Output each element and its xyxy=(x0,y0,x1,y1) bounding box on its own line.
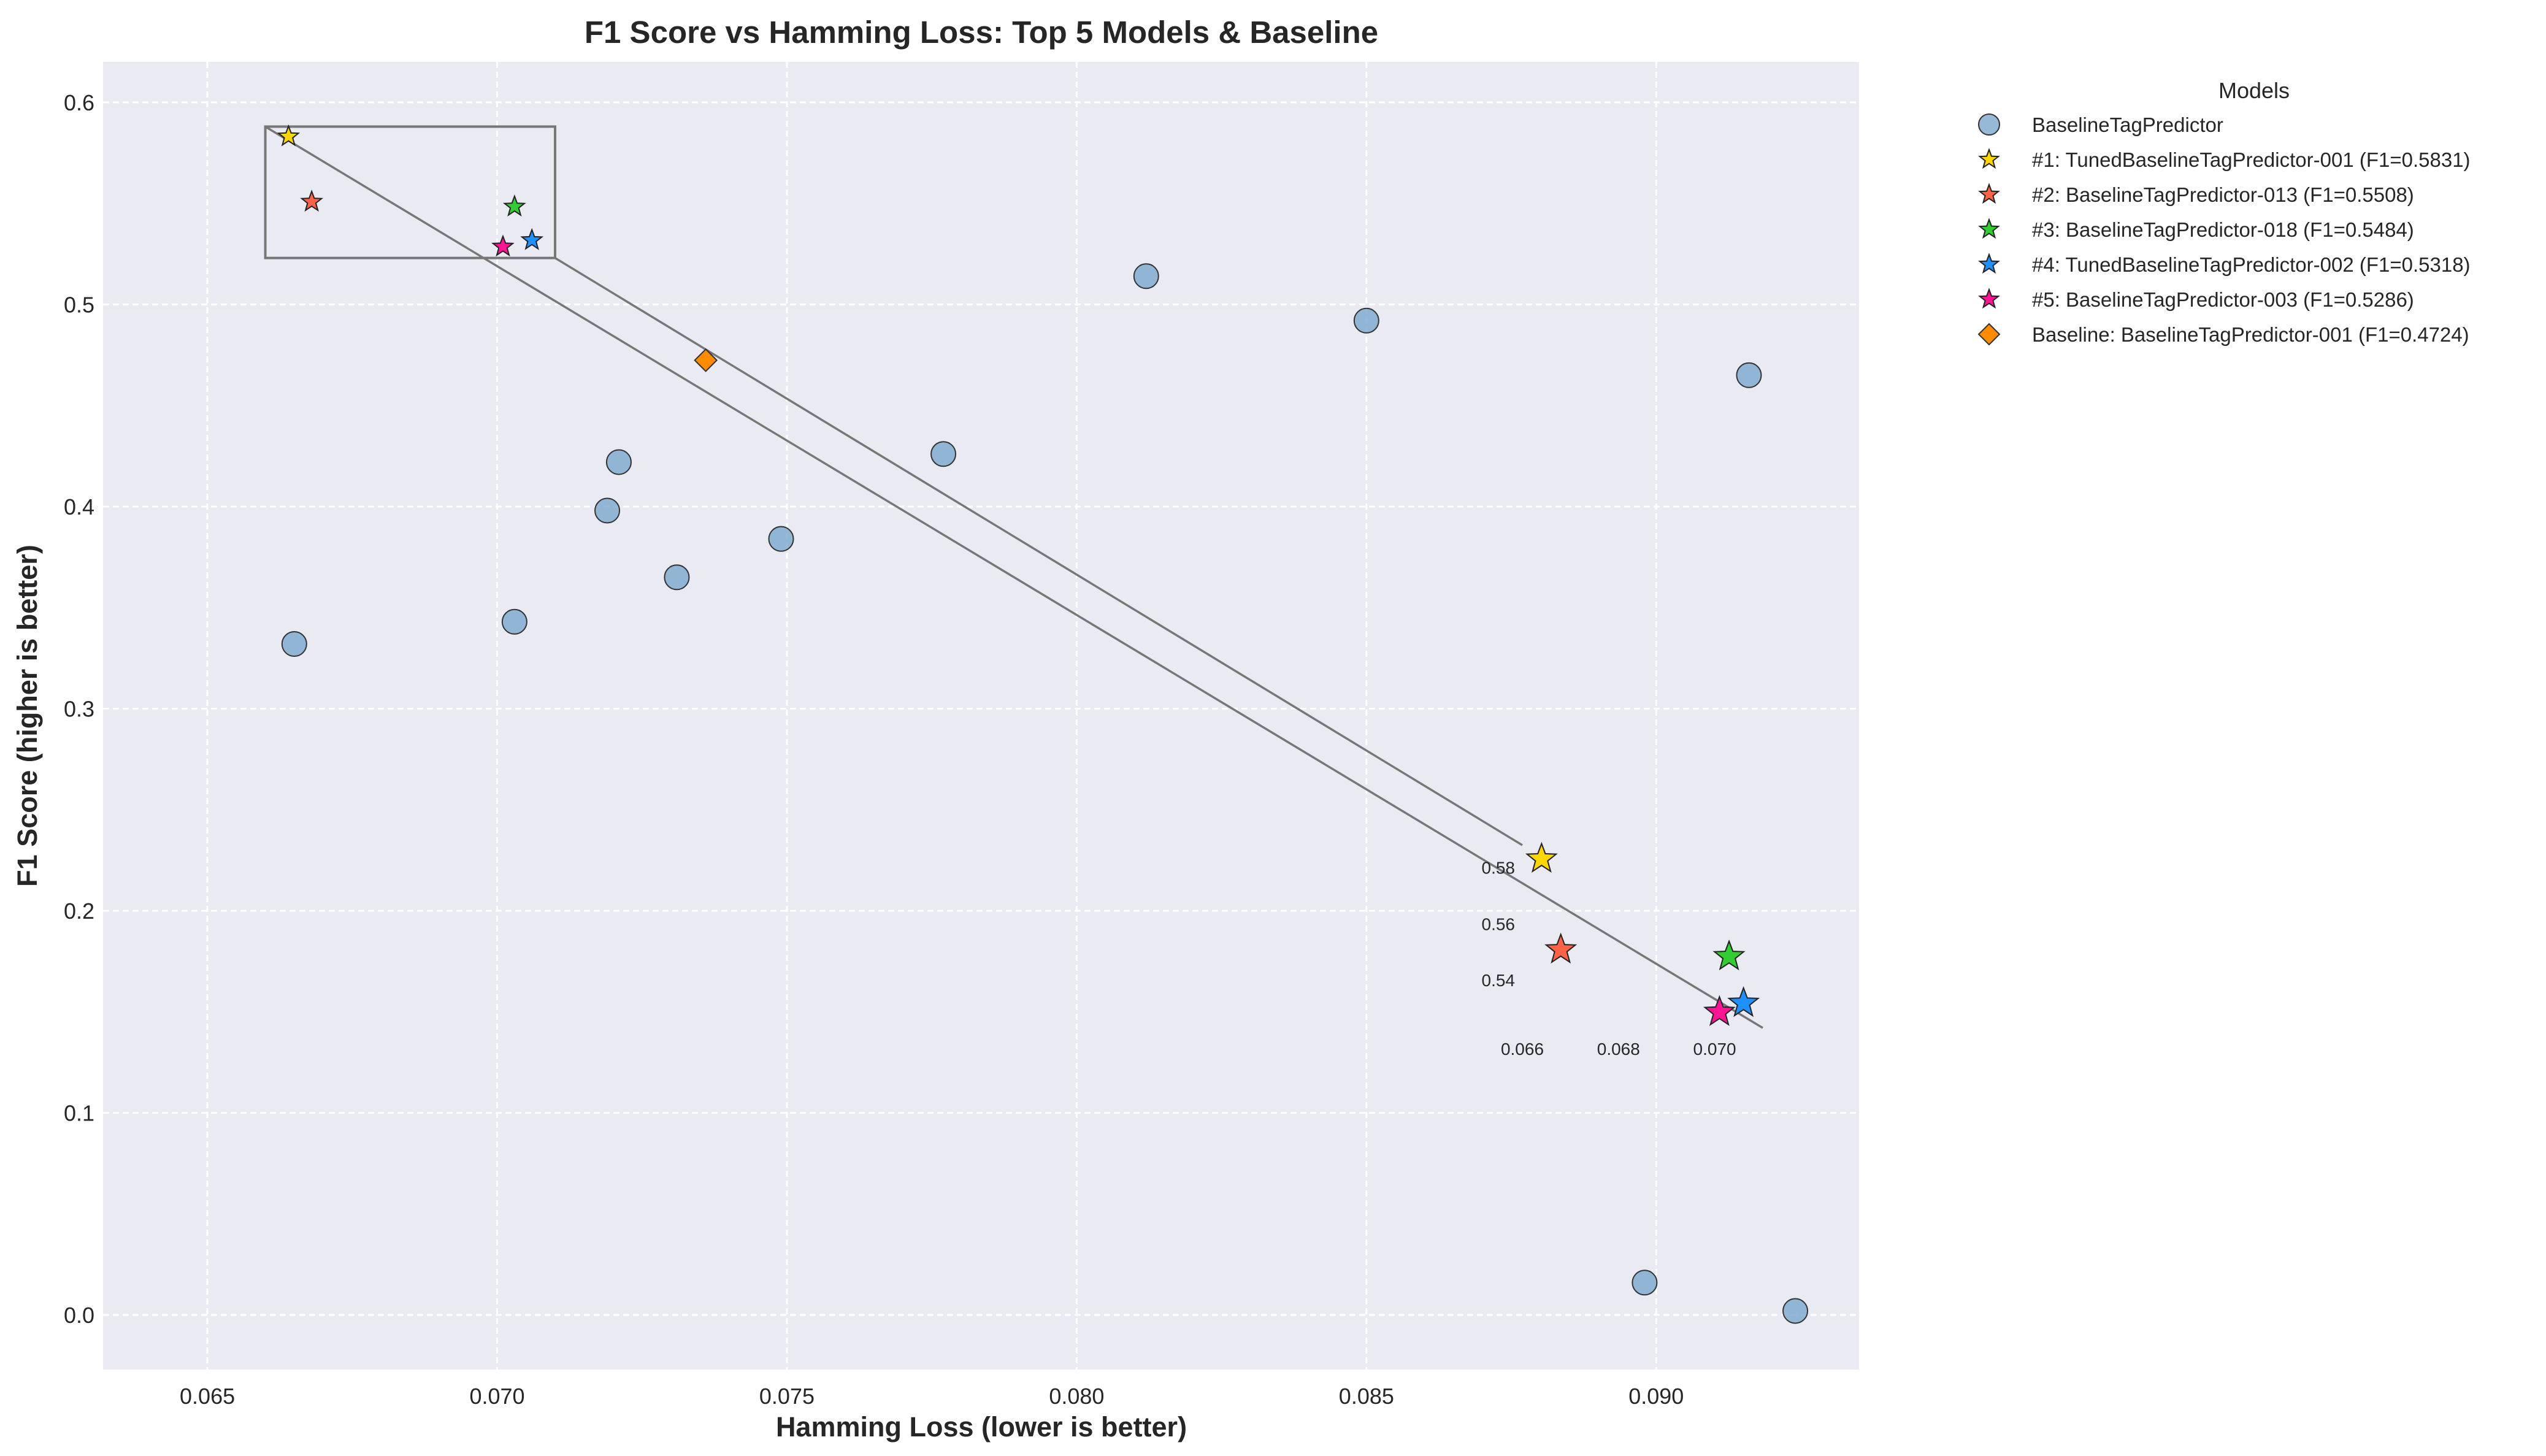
baseline-model-point xyxy=(664,564,690,591)
x-tick-label: 0.065 xyxy=(180,1384,235,1409)
top-model-point xyxy=(520,228,544,250)
chart-title: F1 Score vs Hamming Loss: Top 5 Models &… xyxy=(585,15,1378,50)
baseline-model-point xyxy=(1632,1270,1658,1296)
x-tick-label: 0.075 xyxy=(759,1384,815,1409)
inset-top-model-point xyxy=(1703,995,1736,1026)
legend-marker xyxy=(1978,253,2000,274)
inset-x-tick-label: 0.066 xyxy=(1501,1040,1544,1059)
y-tick-label: 0.5 xyxy=(64,292,94,317)
legend-label: #2: BaselineTagPredictor-013 (F1=0.5508) xyxy=(2032,183,2414,206)
baseline-model-point xyxy=(1353,307,1379,334)
axes: 0.065 0.070 0.075 0.080 0.085 0.090 0.0 0.1 0.2 0… xyxy=(64,90,1684,1409)
baseline-model-point xyxy=(768,526,794,552)
zoom-region-box xyxy=(264,125,557,259)
top-model-point xyxy=(491,234,515,257)
inset-top-model-point xyxy=(1525,841,1558,873)
y-tick-label: 0.4 xyxy=(64,494,94,519)
zoom-connector-line xyxy=(264,125,1763,1029)
baseline-model-point xyxy=(501,608,527,635)
legend-marker xyxy=(1978,148,2000,169)
baseline-point xyxy=(694,348,718,372)
baseline-model-point xyxy=(1133,263,1159,289)
inset-top-model-point xyxy=(1544,932,1578,964)
legend-label: Baseline: BaselineTagPredictor-001 (F1=0… xyxy=(2032,323,2469,346)
x-tick-label: 0.085 xyxy=(1339,1384,1394,1409)
legend-marker xyxy=(1978,113,2000,136)
zoom-connector-line xyxy=(554,257,1523,846)
baseline-model-point xyxy=(594,497,621,524)
inset-y-tick-label: 0.56 xyxy=(1482,914,1516,933)
baseline-model-point xyxy=(930,441,957,467)
legend-label: #4: TunedBaselineTagPredictor-002 (F1=0.… xyxy=(2032,253,2471,276)
zoom-connectors xyxy=(264,125,1763,1029)
legend-marker xyxy=(1978,288,2000,309)
y-tick-label: 0.3 xyxy=(64,696,94,721)
y-tick-label: 0.0 xyxy=(64,1303,94,1328)
inset-y-tick-label: 0.54 xyxy=(1482,971,1516,990)
inset-top-model-point xyxy=(1727,986,1760,1017)
inset-x-tick-label: 0.070 xyxy=(1693,1040,1736,1059)
y-tick-label: 0.6 xyxy=(64,90,94,115)
inset-x-tick-label: 0.068 xyxy=(1597,1040,1640,1059)
legend-title: Models xyxy=(2218,78,2290,103)
inset-zoom: 0.066 0.068 0.070 0.54 0.56 0.58 xyxy=(1482,841,1760,1059)
inset-y-tick-label: 0.58 xyxy=(1482,859,1516,878)
top-model-point xyxy=(277,124,301,147)
y-tick-label: 0.1 xyxy=(64,1101,94,1126)
top-model-point xyxy=(300,190,324,212)
legend-label: #1: TunedBaselineTagPredictor-001 (F1=0.… xyxy=(2032,148,2471,171)
legend-label: #5: BaselineTagPredictor-003 (F1=0.5286) xyxy=(2032,288,2414,311)
y-tick-label: 0.2 xyxy=(64,899,94,924)
data-points xyxy=(277,124,1809,1324)
baseline-model-point xyxy=(1736,362,1762,388)
legend-marker xyxy=(1978,218,2000,239)
top-model-point xyxy=(502,194,526,217)
y-axis-label: F1 Score (higher is better) xyxy=(12,545,43,887)
x-tick-label: 0.080 xyxy=(1049,1384,1104,1409)
x-axis-label: Hamming Loss (lower is better) xyxy=(776,1411,1187,1443)
x-tick-label: 0.070 xyxy=(469,1384,524,1409)
baseline-model-point xyxy=(605,449,632,475)
inset-top-model-point xyxy=(1712,939,1746,971)
baseline-model-point xyxy=(281,631,307,657)
plot-area xyxy=(103,62,1859,1370)
legend-label: #3: BaselineTagPredictor-018 (F1=0.5484) xyxy=(2032,218,2414,241)
legend-marker xyxy=(1978,183,2000,204)
x-tick-label: 0.090 xyxy=(1628,1384,1684,1409)
legend: Models BaselineTagPredictor #1: TunedBase… xyxy=(1977,78,2471,346)
legend-marker xyxy=(1977,323,2001,346)
baseline-model-point xyxy=(1782,1298,1809,1324)
legend-label: BaselineTagPredictor xyxy=(2032,113,2223,136)
